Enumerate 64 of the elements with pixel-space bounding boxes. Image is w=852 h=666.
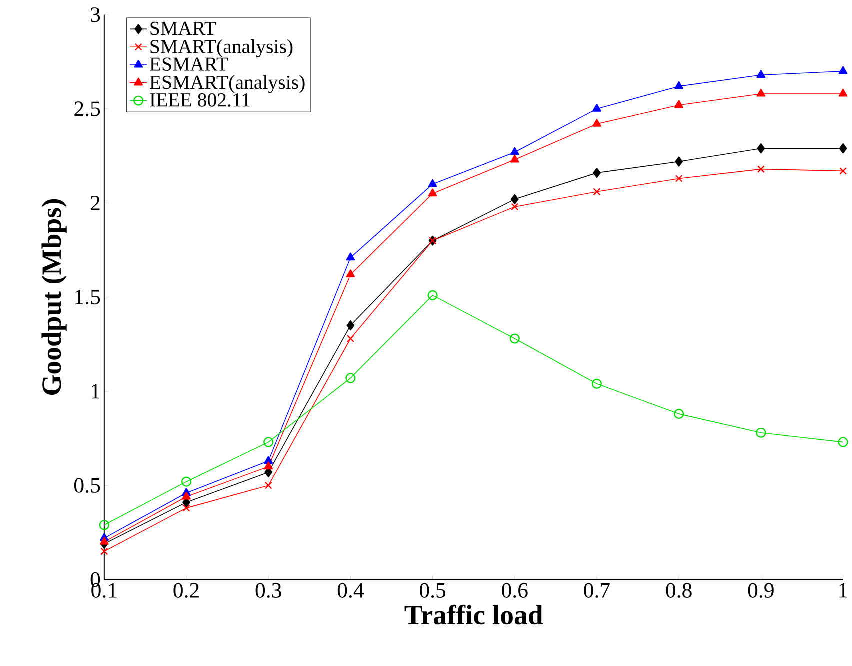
point [592, 118, 602, 127]
point [840, 167, 848, 175]
legend-label: IEEE 802.11 [150, 93, 250, 107]
point [593, 168, 601, 178]
point [100, 548, 108, 556]
point [838, 437, 848, 448]
point [182, 504, 190, 512]
point [757, 165, 765, 173]
point [346, 373, 356, 384]
point [510, 334, 520, 344]
x-tick-label: 0.2 [174, 583, 199, 598]
point [674, 408, 684, 419]
point [181, 476, 192, 487]
point [592, 378, 602, 389]
legend-label: ESMART [150, 58, 228, 71]
point [510, 154, 520, 163]
point [182, 492, 191, 500]
point [674, 81, 684, 90]
point [756, 88, 766, 97]
x-tick-label: 0.9 [748, 583, 774, 598]
point [675, 174, 683, 182]
y-tick-label: 1 [92, 384, 100, 399]
point [428, 290, 438, 300]
point [593, 188, 601, 196]
point [756, 70, 766, 78]
y-tick-label: 2.5 [74, 102, 100, 116]
x-tick-label: 0.3 [256, 583, 282, 598]
x-axis-title: Traffic load [404, 604, 543, 625]
point [99, 520, 110, 530]
point [428, 179, 438, 188]
y-axis-title: Goodput (Mbps) [42, 199, 67, 395]
point [675, 156, 684, 167]
y-tick-label: 3 [91, 7, 100, 22]
x-tick-label: 0.8 [666, 583, 692, 598]
point [264, 437, 274, 448]
y-tick-label: 1.5 [76, 290, 100, 305]
point [838, 66, 848, 74]
x-tick-label: 0.4 [338, 583, 364, 598]
point [592, 104, 602, 112]
point [511, 203, 519, 211]
x-tick-label: 0.6 [502, 583, 528, 598]
point [100, 536, 109, 545]
legend-label: SMART [150, 22, 216, 36]
point [346, 334, 354, 342]
x-tick-label: 0.7 [584, 583, 610, 598]
x-tick-label: 1 [840, 583, 848, 598]
point [838, 88, 848, 97]
point [757, 143, 766, 154]
legend-label: ESMART(analysis) [150, 75, 305, 94]
point [428, 188, 438, 196]
y-tick-label: 2 [90, 196, 100, 210]
point [674, 100, 684, 108]
point [264, 462, 274, 470]
point [264, 482, 272, 490]
y-tick-label: 0.5 [74, 478, 100, 493]
legend-label: SMART(analysis) [150, 39, 293, 58]
point [346, 320, 355, 330]
point [346, 270, 356, 278]
point [839, 143, 848, 154]
point [510, 194, 519, 204]
x-tick-label: 0.5 [420, 583, 446, 598]
point [756, 428, 766, 438]
point [510, 147, 520, 156]
point [346, 252, 356, 260]
